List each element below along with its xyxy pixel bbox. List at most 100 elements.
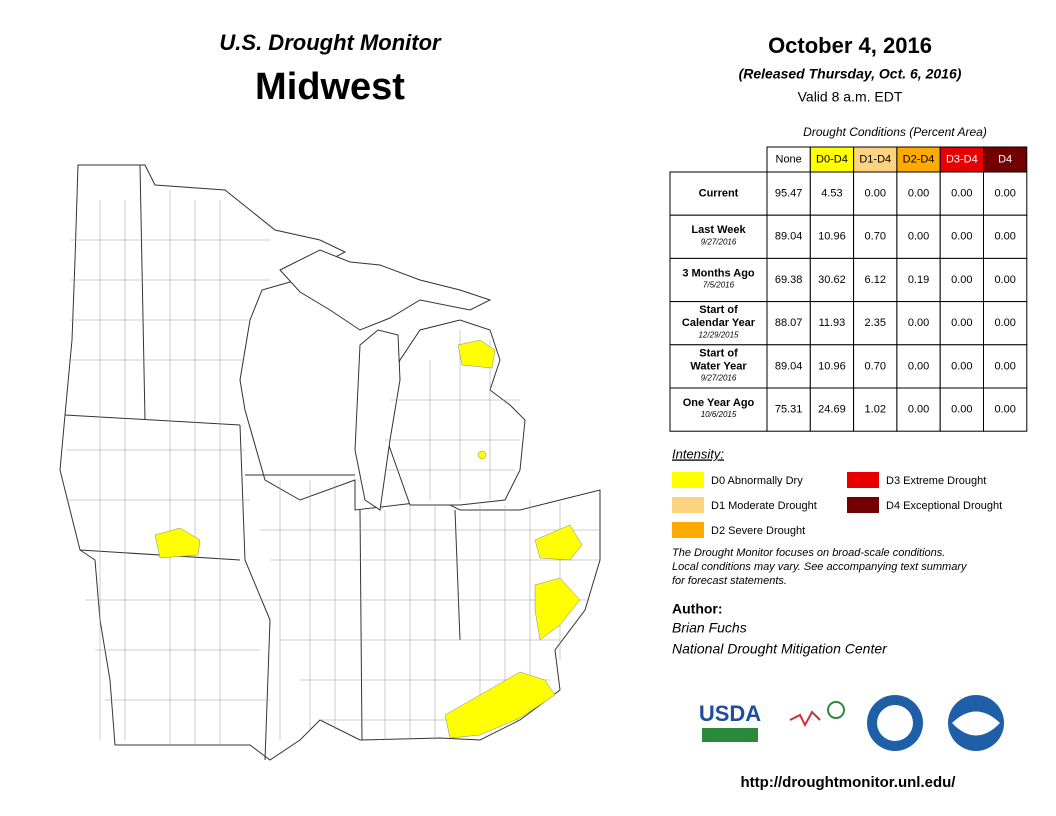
legend-swatch <box>847 497 879 513</box>
column-header-cell <box>983 146 1028 173</box>
legend-swatch <box>672 522 704 538</box>
column-header: D1-D4 <box>859 153 891 165</box>
value-cell <box>809 214 855 259</box>
value: 0.00 <box>951 360 972 372</box>
map <box>59 164 601 761</box>
value: 0.00 <box>865 188 886 200</box>
column-header-cell <box>896 146 941 173</box>
value: 10.96 <box>818 360 846 372</box>
value: 0.00 <box>908 188 929 200</box>
title: U.S. Drought Monitor <box>219 30 442 55</box>
value-cell <box>766 257 811 303</box>
row-label-cell <box>669 214 768 259</box>
value: 0.19 <box>908 274 929 286</box>
value: 2.35 <box>865 317 886 329</box>
column-header-cell <box>939 146 985 173</box>
value: 89.04 <box>775 360 803 372</box>
row-date: 9/27/2016 <box>701 374 737 383</box>
value: 0.00 <box>994 317 1015 329</box>
legend-title: Intensity: <box>672 446 724 461</box>
conditions-table: None D0-D4 D1-D4 D2-D4 D3-D4 D4 Current 95.47 4.… <box>669 146 1028 432</box>
value-cell <box>809 257 855 303</box>
valid: Valid 8 a.m. EDT <box>798 89 903 105</box>
value: 0.70 <box>865 360 886 372</box>
value: 30.62 <box>818 274 846 286</box>
author-heading: Author: <box>672 601 723 617</box>
value-cell <box>939 171 985 216</box>
michigan-lower <box>379 319 526 506</box>
value: 0.70 <box>865 231 886 243</box>
row-label: 3 Months Ago <box>682 267 755 279</box>
value-cell <box>766 301 811 346</box>
value-cell <box>983 301 1028 346</box>
row-label: Last Week <box>691 224 746 236</box>
value-cell <box>853 301 898 346</box>
value: 0.00 <box>994 274 1015 286</box>
row-label: Water Year <box>690 360 747 372</box>
column-header: D0-D4 <box>816 153 848 165</box>
value: 0.00 <box>951 231 972 243</box>
legend-swatch <box>847 472 879 488</box>
value: 69.38 <box>775 274 803 286</box>
row-date: 9/27/2016 <box>701 237 737 246</box>
row-label-cell <box>669 257 768 303</box>
value: 0.00 <box>994 188 1015 200</box>
column-header: D2-D4 <box>903 153 935 165</box>
legend-swatch <box>672 472 704 488</box>
column-header: D3-D4 <box>946 153 978 165</box>
value-cell <box>939 214 985 259</box>
note: The Drought Monitor focuses on broad-sca… <box>672 547 968 587</box>
value-cell <box>853 387 898 432</box>
legend-label: D4 Exceptional Drought <box>886 500 1002 512</box>
value: 4.53 <box>821 188 842 200</box>
value: 0.00 <box>908 404 929 416</box>
row-label-cell <box>669 301 768 346</box>
row-label: Start of <box>699 347 738 359</box>
value: 0.00 <box>908 360 929 372</box>
date: October 4, 2016 <box>768 33 932 58</box>
url[interactable]: http://droughtmonitor.unl.edu/ <box>741 774 957 791</box>
ndmc-logo <box>789 710 821 728</box>
row-label-cell <box>669 344 768 389</box>
value: 89.04 <box>775 231 803 243</box>
value: 1.02 <box>865 404 886 416</box>
value-cell <box>983 171 1028 216</box>
table-caption: Drought Conditions (Percent Area) <box>803 125 987 139</box>
value-cell <box>896 214 941 259</box>
value: 0.00 <box>951 274 972 286</box>
row-label: Start of <box>699 304 738 316</box>
legend-label: D2 Severe Drought <box>711 525 805 537</box>
legend-label: D3 Extreme Drought <box>886 475 986 487</box>
lake-michigan <box>354 329 401 511</box>
value-cell <box>983 387 1028 432</box>
value: 95.47 <box>775 188 803 200</box>
d0-areas <box>154 339 583 739</box>
value: 88.07 <box>775 317 803 329</box>
note-line: for forecast statements. <box>672 575 787 587</box>
region: Midwest <box>255 66 405 108</box>
ndmc-tree <box>827 701 845 719</box>
column-header: None <box>776 153 802 165</box>
value-cell <box>983 257 1028 303</box>
value: 11.93 <box>819 317 846 329</box>
state-lines <box>64 164 461 761</box>
value: 24.69 <box>818 404 846 416</box>
row-label-cell <box>669 387 768 432</box>
value: 0.00 <box>994 360 1015 372</box>
value-cell <box>983 344 1028 389</box>
column-header: D4 <box>998 153 1012 165</box>
usda-logo: USDA <box>699 701 761 726</box>
value-cell <box>766 171 811 216</box>
released: (Released Thursday, Oct. 6, 2016) <box>739 66 962 82</box>
doc-seal-inner <box>877 705 913 741</box>
usda-swoosh <box>702 728 758 742</box>
legend: D0 Abnormally Dry D1 Moderate Drought D2 S… <box>672 472 1002 538</box>
value-cell <box>809 387 855 432</box>
row-label: One Year Ago <box>683 397 755 409</box>
value-cell <box>896 257 941 303</box>
note-line: The Drought Monitor focuses on broad-sca… <box>672 547 945 559</box>
value: 0.00 <box>994 404 1015 416</box>
value-cell <box>896 344 941 389</box>
logos: USDA <box>699 695 1004 751</box>
